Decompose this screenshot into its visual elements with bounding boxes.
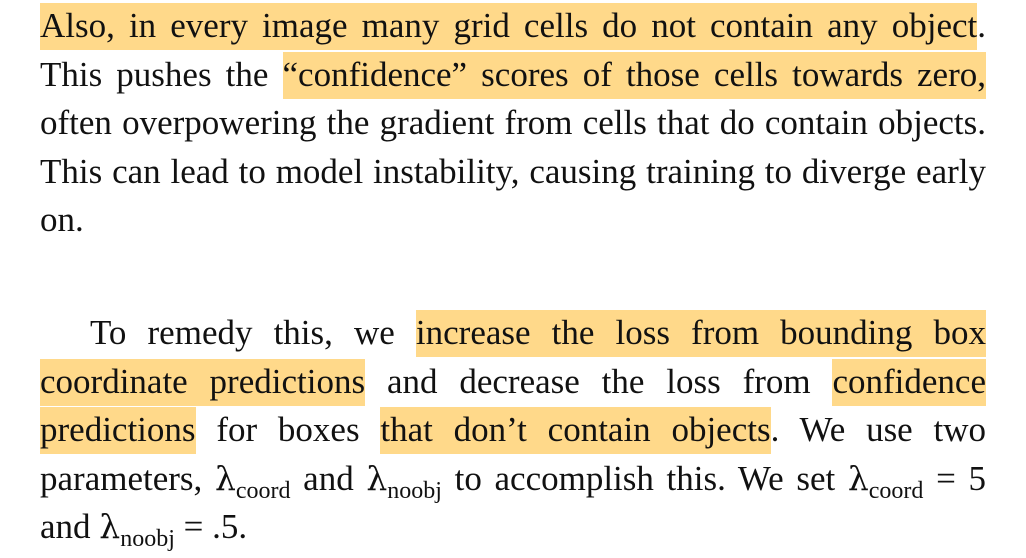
highlight-confidence-scores: “confidence” scores of those cells towar… (282, 51, 986, 99)
subscript-noobj: noobj (387, 477, 442, 504)
text-overpowering: often overpowering the gradient from cel… (40, 103, 986, 239)
text-equals-five: = 5 and (40, 458, 986, 547)
text-decrease-loss: and decrease the loss from (365, 361, 833, 401)
text-for-boxes: for boxes (195, 410, 381, 449)
subscript-coord: coord (235, 477, 291, 504)
text-accomplish: to accomplish this. We set (441, 458, 848, 498)
highlight-empty-cells: Also, in every image many grid cells do … (40, 3, 978, 50)
text-pushes: . This pushes the (40, 6, 986, 94)
paragraph-loss-imbalance: Also, in every image many grid cells do … (40, 2, 986, 245)
text-remedy: To remedy this, we (90, 313, 416, 352)
lambda-symbol: λ (99, 507, 121, 546)
paragraph-remedy: To remedy this, we increase the loss fro… (40, 309, 987, 552)
text-two-parameters: . We use two parameters, (40, 410, 987, 498)
subscript-coord: coord (868, 477, 924, 504)
lambda-symbol: λ (847, 458, 869, 498)
lambda-symbol: λ (214, 458, 236, 498)
text-and: and (290, 458, 367, 498)
lambda-symbol: λ (366, 458, 388, 498)
highlight-no-objects: that don’t contain objects (380, 407, 771, 454)
text-equals-half: = .5. (174, 507, 248, 546)
subscript-noobj: noobj (120, 526, 175, 552)
